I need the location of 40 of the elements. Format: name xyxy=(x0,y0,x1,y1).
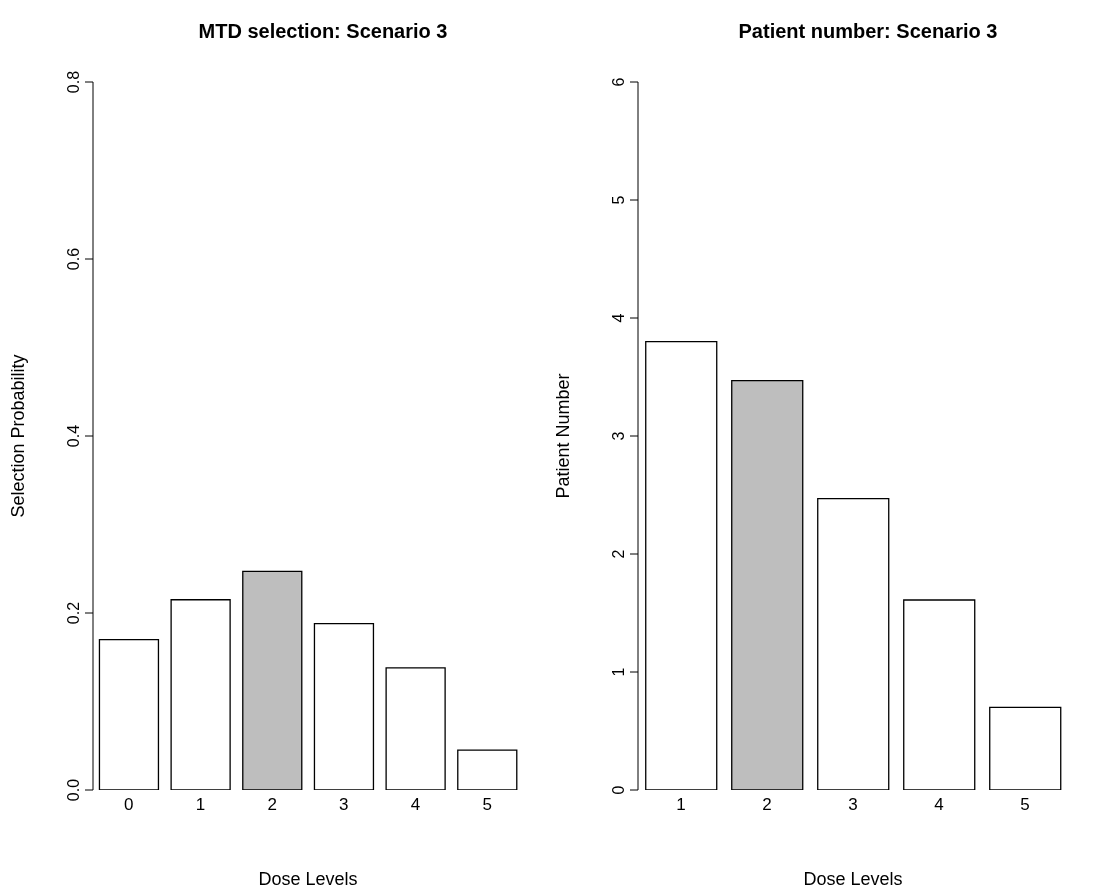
x-tick-label: 0 xyxy=(124,795,134,815)
y-tick-label: 0.4 xyxy=(65,424,82,448)
x-axis-title: Dose Levels xyxy=(258,869,358,889)
bar xyxy=(313,622,375,790)
bar xyxy=(457,749,518,790)
y-tick-label: 0.6 xyxy=(65,247,82,271)
chart-title: Patient number: Scenario 3 xyxy=(737,20,999,43)
y-tick-label: 2 xyxy=(610,549,627,559)
bar xyxy=(731,379,804,790)
x-tick-label: 4 xyxy=(934,795,944,815)
y-tick-label: 1 xyxy=(610,667,627,677)
x-tick-label: 4 xyxy=(410,795,421,815)
x-tick-label: 3 xyxy=(339,795,349,815)
x-tick-label: 5 xyxy=(1020,795,1030,815)
bar xyxy=(645,340,718,790)
y-tick-label: 4 xyxy=(610,313,627,323)
chart-title: MTD selection: Scenario 3 xyxy=(197,20,449,43)
y-tick-label: 6 xyxy=(610,77,627,87)
y-tick-label: 5 xyxy=(610,195,627,205)
x-tick-label: 3 xyxy=(848,795,858,815)
y-tick-label: 0.0 xyxy=(65,778,82,802)
y-tick-label: 0.8 xyxy=(65,70,82,94)
x-tick-label: 2 xyxy=(267,795,277,815)
y-axis-title: Patient Number xyxy=(553,373,574,499)
bar xyxy=(170,599,231,790)
bar xyxy=(385,667,446,790)
x-tick-label: 1 xyxy=(195,795,206,815)
y-tick-label: 3 xyxy=(610,431,627,441)
x-tick-label: 5 xyxy=(482,795,492,815)
y-tick-label: 0.2 xyxy=(65,601,82,625)
bar xyxy=(817,497,890,790)
y-axis-title: Selection Probability xyxy=(8,354,29,518)
bar xyxy=(989,706,1062,790)
y-tick-label: 0 xyxy=(610,785,627,795)
bar xyxy=(903,599,976,790)
x-tick-label: 2 xyxy=(762,795,772,815)
x-tick-label: 1 xyxy=(676,795,686,815)
bar xyxy=(242,570,303,790)
bar xyxy=(98,638,160,790)
x-axis-title: Dose Levels xyxy=(803,869,903,889)
